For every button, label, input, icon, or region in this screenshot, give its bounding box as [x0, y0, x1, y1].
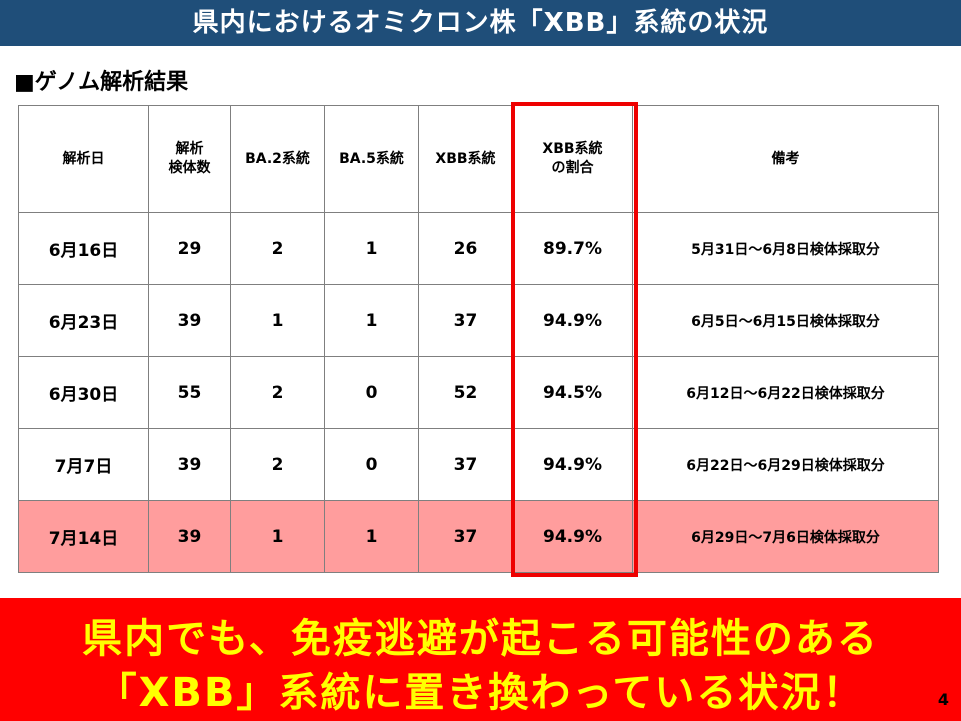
- table-row: 6月16日 29 2 1 26 89.7% 5月31日～6月8日検体採取分: [18, 212, 939, 285]
- cell-note: 6月22日～6月29日検体採取分: [632, 428, 939, 501]
- header-samples: 解析 検体数: [148, 105, 231, 213]
- cell-samples: 39: [148, 428, 231, 501]
- header-xbb: XBB系統: [418, 105, 513, 213]
- title-bar: [0, 0, 961, 46]
- cell-date: 6月16日: [18, 212, 149, 285]
- cell-ba2: 2: [230, 212, 325, 285]
- cell-ba2: 1: [230, 500, 325, 573]
- section-label: ■ゲノム解析結果: [14, 70, 189, 95]
- cell-samples: 39: [148, 500, 231, 573]
- genome-results-table: 解析日 解析 検体数 BA.2系統 BA.5系統 XBB系統 XBB系統 の割合 備…: [18, 105, 939, 573]
- table-row: 6月30日 55 2 0 52 94.5% 6月12日～6月22日検体採取分: [18, 356, 939, 429]
- cell-samples: 29: [148, 212, 231, 285]
- cell-date: 7月14日: [18, 500, 149, 573]
- header-xbb-ratio: XBB系統 の割合: [512, 105, 633, 213]
- table-header-row: 解析日 解析 検体数 BA.2系統 BA.5系統 XBB系統 XBB系統 の割合 備…: [18, 105, 939, 213]
- cell-note: 5月31日～6月8日検体採取分: [632, 212, 939, 285]
- xbb-ratio-highlight-frame: [511, 102, 638, 577]
- banner-line-1: 県内でも、免疫逃避が起こる可能性のある: [82, 616, 879, 662]
- cell-xbb: 26: [418, 212, 513, 285]
- banner-line-2: 「XBB」系統に置き換わっている状況！: [96, 670, 865, 716]
- cell-note: 6月12日～6月22日検体採取分: [632, 356, 939, 429]
- cell-samples: 55: [148, 356, 231, 429]
- header-note: 備考: [632, 105, 939, 213]
- table-row-highlighted: 7月14日 39 1 1 37 94.9% 6月29日～7月6日検体採取分: [18, 500, 939, 573]
- slide-title: 県内におけるオミクロン株「XBB」系統の状況: [192, 8, 769, 38]
- conclusion-banner: [0, 598, 961, 721]
- cell-xbb: 37: [418, 284, 513, 357]
- cell-ba5: 1: [324, 500, 419, 573]
- cell-date: 7月7日: [18, 428, 149, 501]
- cell-ba5: 0: [324, 428, 419, 501]
- cell-date: 6月30日: [18, 356, 149, 429]
- cell-date: 6月23日: [18, 284, 149, 357]
- cell-ba2: 2: [230, 428, 325, 501]
- cell-ba5: 1: [324, 212, 419, 285]
- cell-ba2: 2: [230, 356, 325, 429]
- cell-xbb: 37: [418, 428, 513, 501]
- cell-xbb: 37: [418, 500, 513, 573]
- header-ba5: BA.5系統: [324, 105, 419, 213]
- cell-ratio: 94.9%: [512, 428, 633, 501]
- cell-note: 6月29日～7月6日検体採取分: [632, 500, 939, 573]
- cell-samples: 39: [148, 284, 231, 357]
- cell-note: 6月5日～6月15日検体採取分: [632, 284, 939, 357]
- header-date: 解析日: [18, 105, 149, 213]
- table-row: 7月7日 39 2 0 37 94.9% 6月22日～6月29日検体採取分: [18, 428, 939, 501]
- cell-ba5: 0: [324, 356, 419, 429]
- table-row: 6月23日 39 1 1 37 94.9% 6月5日～6月15日検体採取分: [18, 284, 939, 357]
- header-ba2: BA.2系統: [230, 105, 325, 213]
- cell-ratio: 94.5%: [512, 356, 633, 429]
- cell-ba5: 1: [324, 284, 419, 357]
- cell-xbb: 52: [418, 356, 513, 429]
- page-number: 4: [937, 690, 949, 709]
- cell-ba2: 1: [230, 284, 325, 357]
